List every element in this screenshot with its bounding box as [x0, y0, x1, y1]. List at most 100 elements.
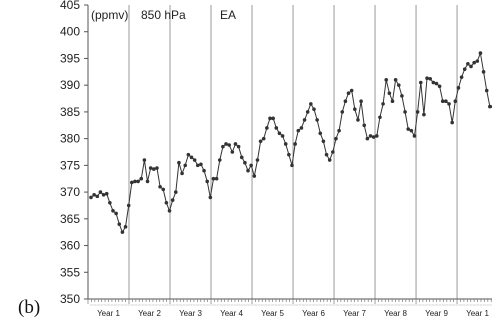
data-point [321, 139, 326, 144]
header-units: (ppmv) [91, 8, 128, 22]
data-point [145, 179, 150, 184]
data-point [425, 76, 429, 81]
data-point [239, 155, 244, 160]
data-point [208, 195, 213, 200]
data-point [475, 59, 480, 63]
data-point [437, 84, 442, 89]
data-point [393, 78, 398, 82]
data-point [469, 64, 473, 69]
data-point [459, 75, 464, 79]
data-point [117, 222, 122, 226]
data-point [104, 191, 109, 196]
data-point [177, 160, 181, 165]
data-point [236, 144, 241, 149]
data-point [378, 115, 382, 120]
data-point [108, 200, 112, 205]
data-point [246, 168, 250, 173]
data-point [318, 131, 323, 136]
data-point [387, 91, 392, 95]
data-point [315, 118, 319, 122]
data-point [374, 134, 379, 138]
data-point [155, 166, 159, 170]
data-point [199, 162, 203, 167]
x-year-label: Year 4 [220, 309, 243, 318]
data-point [450, 120, 454, 125]
data-point [233, 142, 238, 146]
data-point [371, 135, 376, 139]
data-point [481, 70, 486, 74]
data-point [434, 81, 439, 86]
data-point [343, 99, 348, 104]
data-point [349, 88, 354, 93]
data-point [130, 180, 134, 185]
data-point [255, 158, 260, 162]
data-point [356, 118, 360, 122]
data-point [428, 76, 432, 81]
data-point [221, 144, 225, 149]
data-point [440, 99, 445, 104]
data-point [418, 80, 423, 85]
data-point [478, 51, 483, 55]
data-point [148, 166, 153, 170]
data-point [126, 203, 131, 208]
y-tick-label: 360 [60, 239, 80, 253]
data-point [384, 78, 389, 82]
data-point [327, 158, 332, 162]
data-point [158, 184, 162, 189]
data-point [95, 194, 100, 199]
header-region: EA [220, 8, 236, 22]
data-point [243, 160, 247, 165]
data-point [331, 150, 335, 154]
data-point [444, 99, 448, 104]
y-tick-label: 385 [60, 105, 80, 119]
data-point [453, 99, 458, 104]
data-point [472, 60, 476, 65]
data-point [353, 107, 357, 112]
data-point [415, 110, 420, 114]
data-point [277, 131, 282, 136]
data-point [114, 211, 118, 216]
data-point [139, 176, 144, 181]
y-tick-label: 350 [60, 292, 80, 306]
data-point [120, 230, 125, 234]
data-point [183, 163, 188, 168]
data-point [268, 116, 272, 121]
data-point [192, 158, 197, 162]
data-point [390, 99, 395, 104]
data-point [462, 67, 467, 71]
data-point [92, 192, 96, 197]
data-point [252, 174, 257, 178]
data-point [214, 176, 219, 181]
data-point [111, 209, 115, 213]
data-point [161, 187, 166, 192]
x-year-label: Year 2 [138, 309, 161, 318]
y-tick-label: 395 [60, 51, 80, 65]
data-point [362, 123, 367, 128]
data-point [456, 86, 461, 90]
data-point [299, 126, 304, 130]
y-tick-label: 390 [60, 78, 80, 92]
y-tick-label: 380 [60, 132, 80, 146]
x-year-label: Year 7 [343, 309, 366, 318]
y-tick-label: 400 [60, 25, 80, 39]
data-point [302, 118, 307, 122]
data-point [296, 128, 301, 133]
y-tick-label: 405 [60, 0, 80, 12]
data-point [309, 102, 313, 106]
data-point [258, 139, 263, 144]
x-year-label: Year 8 [384, 309, 407, 318]
data-point [346, 91, 351, 95]
data-point [186, 152, 191, 157]
data-point [89, 195, 93, 200]
x-year-label: Year 5 [261, 309, 284, 318]
data-point [217, 158, 222, 162]
data-point [431, 80, 436, 85]
x-year-label: Year 9 [425, 309, 448, 318]
data-point [280, 134, 285, 138]
data-point [205, 179, 210, 184]
data-point [202, 168, 206, 173]
data-point [287, 152, 291, 157]
data-point [136, 179, 140, 184]
y-tick-label: 370 [60, 185, 80, 199]
